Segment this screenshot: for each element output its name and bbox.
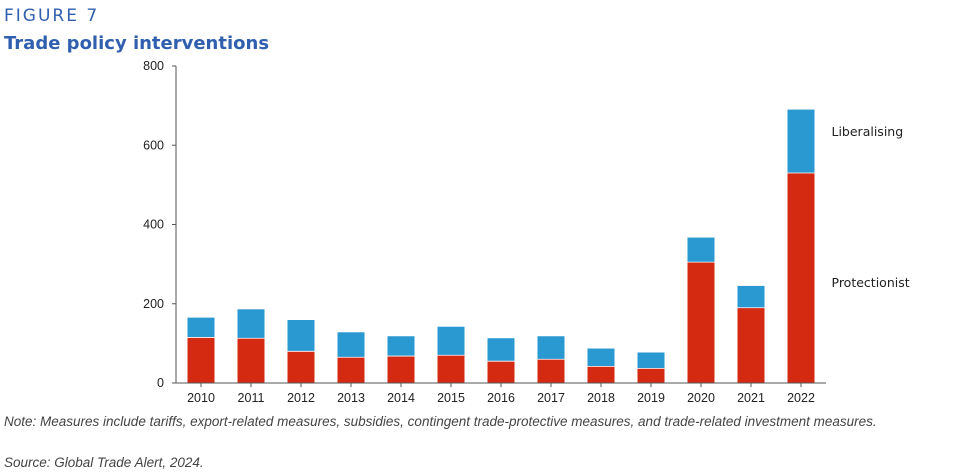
x-tick-label: 2016 — [487, 391, 515, 405]
bar-protectionist-2013 — [337, 357, 365, 383]
x-tick-label: 2020 — [687, 391, 715, 405]
bar-protectionist-2015 — [437, 355, 465, 383]
chart-source: Source: Global Trade Alert, 2024. — [4, 455, 204, 470]
bar-liberalising-2018 — [587, 348, 615, 367]
bar-liberalising-2010 — [187, 317, 215, 338]
figure-label: FIGURE 7 — [4, 6, 100, 26]
bar-liberalising-2021 — [737, 285, 765, 308]
bar-protectionist-2010 — [187, 337, 215, 383]
x-tick-label: 2014 — [387, 391, 415, 405]
bar-protectionist-2016 — [487, 361, 515, 383]
x-tick-label: 2013 — [337, 391, 365, 405]
legend-protectionist: Protectionist — [832, 275, 910, 290]
bar-protectionist-2022 — [787, 172, 815, 383]
y-axis: 0 200 400 600 800 — [143, 59, 177, 390]
legend: Liberalising Protectionist — [832, 124, 910, 290]
x-tick-label: 2021 — [737, 391, 765, 405]
bar-liberalising-2012 — [287, 319, 315, 352]
legend-liberalising: Liberalising — [832, 124, 904, 139]
bar-liberalising-2014 — [387, 336, 415, 357]
x-tick-label: 2011 — [238, 391, 265, 405]
bar-liberalising-2019 — [637, 352, 665, 369]
x-tick-label: 2018 — [587, 391, 615, 405]
x-tick-label: 2017 — [537, 391, 565, 405]
bar-liberalising-2013 — [337, 332, 365, 358]
bar-liberalising-2020 — [687, 237, 715, 263]
bar-protectionist-2011 — [237, 338, 265, 383]
y-tick-label: 600 — [143, 138, 164, 152]
bar-liberalising-2022 — [787, 109, 815, 173]
bar-protectionist-2014 — [387, 356, 415, 383]
bar-liberalising-2017 — [537, 336, 565, 360]
y-tick-label: 800 — [143, 59, 164, 73]
bar-liberalising-2011 — [237, 309, 265, 339]
y-tick-label: 200 — [143, 297, 164, 311]
bar-protectionist-2020 — [687, 262, 715, 383]
bar-liberalising-2015 — [437, 326, 465, 356]
x-tick-label: 2012 — [287, 391, 315, 405]
y-tick-label: 400 — [143, 218, 164, 232]
figure-title: Trade policy interventions — [4, 33, 270, 54]
x-tick-label: 2015 — [437, 391, 465, 405]
bar-protectionist-2019 — [637, 368, 665, 383]
x-axis: 2010 2011 2012 2013 2014 2015 2016 2017 2018 2019… — [176, 382, 826, 405]
bars — [187, 109, 815, 383]
chart-note: Note: Measures include tariffs, export-r… — [4, 414, 877, 429]
bar-protectionist-2012 — [287, 351, 315, 383]
y-tick-label: 0 — [157, 376, 164, 390]
x-tick-label: 2022 — [787, 391, 815, 405]
bar-protectionist-2018 — [587, 366, 615, 383]
x-tick-label: 2010 — [187, 391, 215, 405]
bar-protectionist-2021 — [737, 307, 765, 383]
x-tick-label: 2019 — [637, 391, 665, 405]
bar-protectionist-2017 — [537, 359, 565, 383]
bar-liberalising-2016 — [487, 338, 515, 362]
